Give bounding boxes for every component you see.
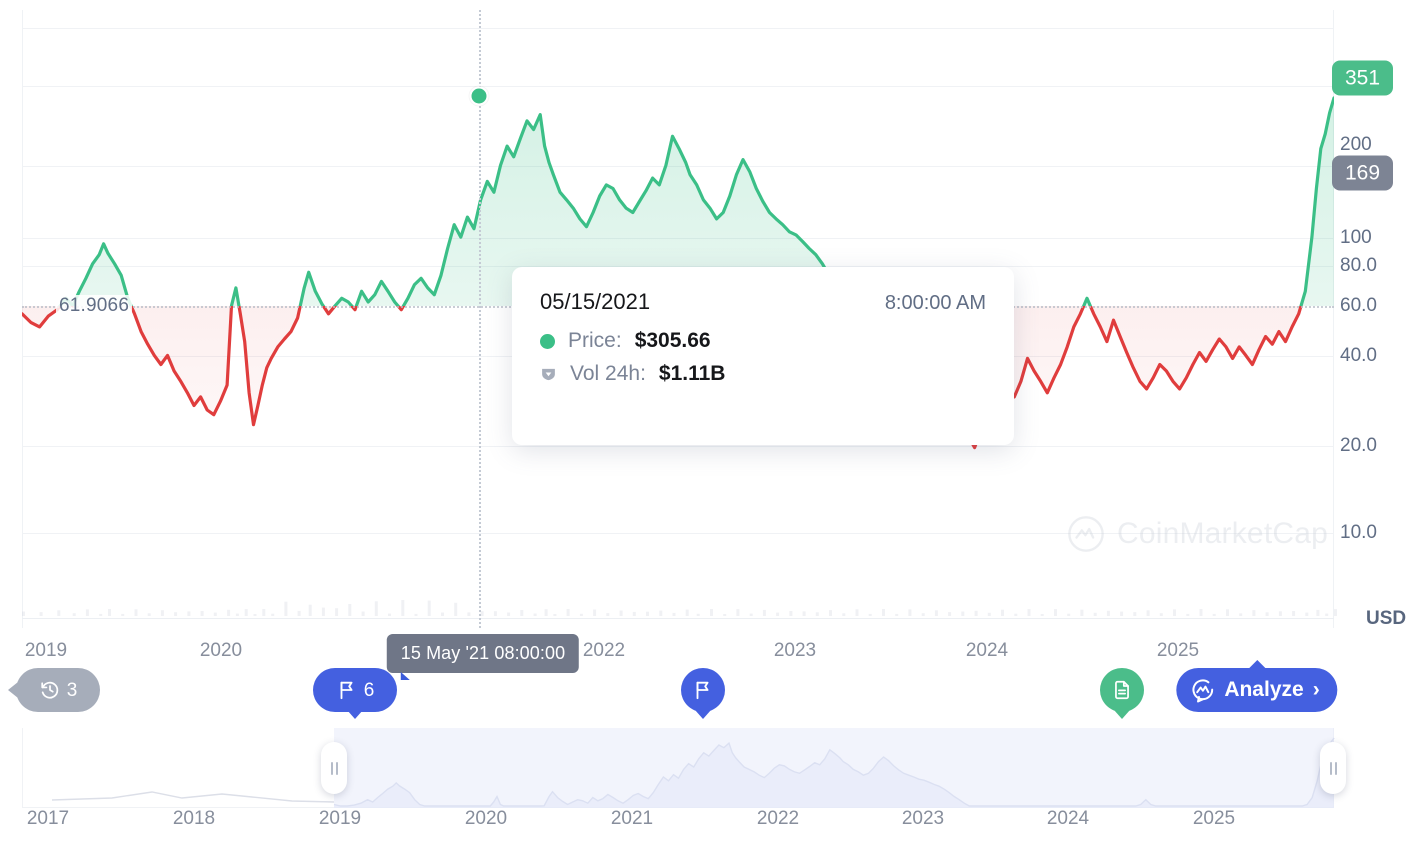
document-events-marker[interactable] xyxy=(1100,668,1144,719)
history-events-marker[interactable]: 3 xyxy=(8,668,100,712)
nav-x-tick-2024: 2024 xyxy=(1046,808,1090,829)
marker-pointer xyxy=(1114,710,1130,719)
crosshair-vertical-line xyxy=(479,10,481,628)
volume-axis-separator xyxy=(22,618,1334,619)
nav-x-tick-2021: 2021 xyxy=(610,808,654,829)
gridline xyxy=(22,28,1334,29)
tooltip-volume-label: Vol 24h: xyxy=(570,362,646,385)
y-axis: 351 200 169 100 80.0 60.0 40.0 20.0 10.0… xyxy=(1332,0,1418,640)
navigator-selection[interactable] xyxy=(334,728,1334,808)
y-tick-200: 200 xyxy=(1340,134,1372,155)
x-tick-2020: 2020 xyxy=(199,640,243,661)
tooltip-time: 8:00:00 AM xyxy=(884,292,986,314)
grip-bar xyxy=(330,761,333,775)
nav-x-tick-2018: 2018 xyxy=(172,808,216,829)
gridline xyxy=(22,446,1334,447)
hover-point-dot[interactable] xyxy=(469,86,489,106)
gridline xyxy=(22,533,1334,534)
marker-count: 6 xyxy=(363,679,375,701)
tooltip-date: 05/15/2021 xyxy=(540,289,651,314)
x-tick-2024: 2024 xyxy=(965,640,1009,661)
price-dot-icon xyxy=(540,333,555,349)
flag-icon xyxy=(340,681,353,700)
grip-bar xyxy=(1329,761,1332,775)
navigator-x-axis: 2017 2018 2019 2020 2021 2022 2023 2024 … xyxy=(0,808,1418,838)
marker-count: 3 xyxy=(66,679,78,701)
x-tick-2023: 2023 xyxy=(773,640,817,661)
drag-handle-right[interactable] xyxy=(1320,742,1346,794)
chevron-right-icon: › xyxy=(1312,678,1320,701)
marker-pointer xyxy=(347,710,363,719)
flag-icon xyxy=(696,681,709,700)
y-tick-10: 10.0 xyxy=(1340,522,1377,543)
analyze-button-pointer xyxy=(1248,660,1266,669)
nav-x-tick-2020: 2020 xyxy=(464,808,508,829)
gridline xyxy=(22,86,1334,87)
tooltip-row-volume: Vol 24h: $1.11B xyxy=(540,362,986,386)
nav-x-tick-2025: 2025 xyxy=(1192,808,1236,829)
plot-border xyxy=(22,10,1334,628)
range-navigator[interactable] xyxy=(22,728,1346,808)
y-tick-20: 20.0 xyxy=(1340,435,1377,456)
flag-events-marker-2[interactable] xyxy=(681,668,725,719)
marker-pointer xyxy=(695,710,711,719)
tooltip-row-price: Price: $305.66 xyxy=(540,329,986,353)
volume-shield-icon xyxy=(542,368,555,380)
x-tick-2025: 2025 xyxy=(1156,640,1200,661)
x-tick-2022: 2022 xyxy=(582,640,626,661)
crosshair-price-badge: 169 xyxy=(1332,155,1394,191)
crosshair-date-tooltip: 15 May '21 08:00:00 xyxy=(386,634,580,680)
data-tooltip: 05/15/2021 8:00:00 AM Price: $305.66 Vol… xyxy=(512,267,1014,445)
flag-events-marker-1[interactable]: 6 xyxy=(313,668,397,719)
grip-bar xyxy=(1334,761,1337,775)
baseline-price-label: 61.9066 xyxy=(56,295,133,317)
document-icon xyxy=(1115,680,1129,700)
y-tick-80: 80.0 xyxy=(1340,255,1377,276)
y-tick-100: 100 xyxy=(1340,227,1372,248)
nav-x-tick-2019: 2019 xyxy=(318,808,362,829)
analyze-button[interactable]: Analyze › xyxy=(1176,660,1338,712)
drag-handle-left[interactable] xyxy=(321,742,347,794)
x-tick-2019: 2019 xyxy=(24,640,68,661)
y-tick-60: 60.0 xyxy=(1340,295,1377,316)
analyze-button-label: Analyze xyxy=(1224,678,1304,701)
tooltip-volume-value: $1.11B xyxy=(658,362,726,385)
y-tick-40: 40.0 xyxy=(1340,345,1377,366)
tooltip-header: 05/15/2021 8:00:00 AM xyxy=(540,289,986,315)
grip-bar xyxy=(335,761,338,775)
y-axis-currency-label: USD xyxy=(1366,608,1407,629)
coinmarketcap-logo-icon xyxy=(1192,678,1214,702)
nav-x-tick-2023: 2023 xyxy=(901,808,945,829)
event-markers: 3 6 xyxy=(0,660,1418,724)
nav-x-tick-2022: 2022 xyxy=(756,808,800,829)
last-price-badge[interactable]: 351 xyxy=(1332,60,1394,96)
history-clock-icon xyxy=(41,681,58,699)
marker-pointer xyxy=(8,682,18,698)
tooltip-price-label: Price: xyxy=(568,329,622,352)
tooltip-price-value: $305.66 xyxy=(634,329,711,352)
nav-x-tick-2017: 2017 xyxy=(26,808,70,829)
